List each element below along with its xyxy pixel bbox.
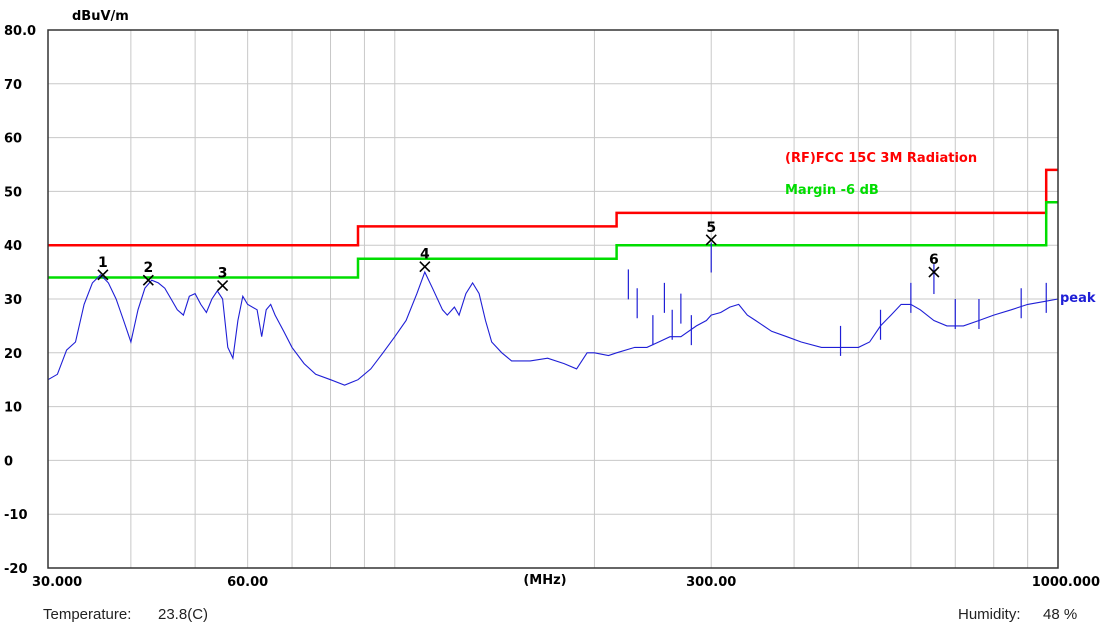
y-tick-label: 10 xyxy=(4,401,22,416)
temperature-label: Temperature: xyxy=(43,606,132,623)
y-tick-label: -20 xyxy=(4,562,28,577)
marker-label: 5 xyxy=(706,220,716,236)
series-line-3 xyxy=(47,270,1059,386)
plot-frame xyxy=(47,29,1059,569)
x-tick-label: 1000.000 xyxy=(1032,575,1100,590)
x-tick-label: 300.00 xyxy=(686,575,736,590)
marker-label: 4 xyxy=(420,247,430,263)
y-axis-label: dBuV/m xyxy=(72,9,129,24)
y-tick-label: 0 xyxy=(4,454,13,469)
y-tick-label: -10 xyxy=(4,508,28,523)
marker-cross xyxy=(419,261,431,273)
y-tick-label: 50 xyxy=(4,185,22,200)
marker-label: 6 xyxy=(929,252,939,268)
humidity-value: 48 % xyxy=(1043,606,1078,623)
y-tick-label: 40 xyxy=(4,239,22,254)
series-line-2 xyxy=(48,200,1058,279)
marker-cross xyxy=(217,279,229,292)
x-axis-label: (MHz) xyxy=(523,573,566,588)
y-tick-label: 30 xyxy=(4,293,22,308)
y-tick-label: 60 xyxy=(4,132,22,147)
x-tick-label: 30.000 xyxy=(32,575,82,590)
marker-label: 1 xyxy=(98,255,108,271)
marker-label: 2 xyxy=(143,260,153,276)
y-tick-label: 20 xyxy=(4,347,22,362)
legend-limit: (RF)FCC 15C 3M Radiation xyxy=(785,151,977,166)
marker-cross xyxy=(705,234,717,246)
temperature-value: 23.8(C) xyxy=(158,606,209,623)
marker-cross xyxy=(97,269,109,281)
humidity-label: Humidity: xyxy=(958,606,1021,623)
y-tick-label: 70 xyxy=(4,78,22,93)
marker-cross xyxy=(142,274,154,286)
x-tick-label: 60.00 xyxy=(227,575,268,590)
series-line-1 xyxy=(48,168,1058,247)
marker-cross xyxy=(928,266,940,278)
y-tick-label: 80.0 xyxy=(4,24,36,39)
legend-margin: Margin -6 dB xyxy=(785,183,879,198)
emission-chart: 80.0 70 60 50 40 30 20 10 0 -10 -20 dBuV/m 30.000 60.… xyxy=(4,9,1100,590)
marker-label: 3 xyxy=(218,266,228,282)
legend-peak: peak xyxy=(1060,291,1096,306)
